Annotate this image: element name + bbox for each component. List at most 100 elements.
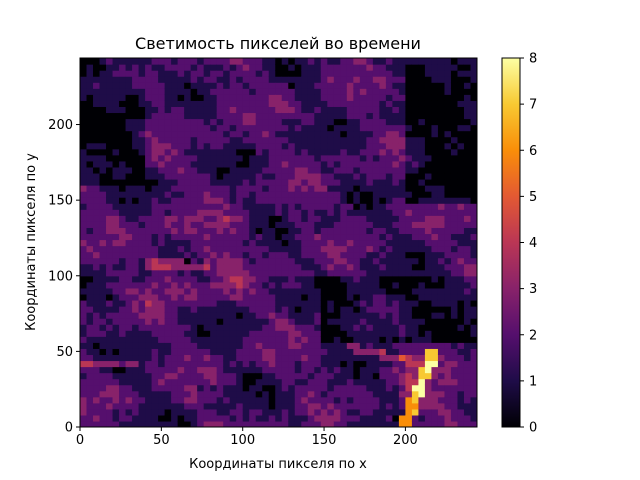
heatmap-cell bbox=[223, 263, 231, 271]
heatmap-cell bbox=[424, 203, 433, 210]
heatmap-cell bbox=[457, 166, 465, 174]
heatmap-cell bbox=[314, 324, 322, 331]
heatmap-cell bbox=[437, 348, 446, 356]
heatmap-cell bbox=[112, 324, 120, 331]
heatmap-cell bbox=[119, 293, 127, 301]
heatmap-cell bbox=[119, 172, 127, 180]
heatmap-cell bbox=[268, 178, 276, 186]
heatmap-cell bbox=[411, 178, 420, 186]
heatmap-cell bbox=[424, 130, 433, 138]
heatmap-cell bbox=[457, 70, 465, 77]
heatmap-cell bbox=[164, 354, 172, 362]
heatmap-cell bbox=[93, 318, 101, 325]
heatmap-cell bbox=[255, 185, 263, 192]
heatmap-cell bbox=[249, 197, 257, 204]
heatmap-cell bbox=[86, 251, 94, 259]
heatmap-cell bbox=[437, 203, 446, 210]
heatmap-cell bbox=[431, 106, 439, 114]
heatmap-cell bbox=[145, 112, 153, 120]
heatmap-cell bbox=[281, 76, 289, 83]
heatmap-cell bbox=[327, 209, 335, 216]
heatmap-cell bbox=[470, 299, 477, 307]
heatmap-cell bbox=[262, 58, 270, 65]
heatmap-cell bbox=[398, 70, 407, 77]
heatmap-cell bbox=[151, 160, 159, 168]
heatmap-cell bbox=[184, 197, 192, 204]
heatmap-cell bbox=[223, 142, 231, 150]
heatmap-cell bbox=[145, 148, 153, 156]
heatmap-cell bbox=[450, 227, 459, 235]
heatmap-cell bbox=[385, 263, 393, 271]
heatmap-cell bbox=[379, 372, 387, 380]
heatmap-cell bbox=[457, 269, 465, 277]
heatmap-cell bbox=[80, 166, 88, 174]
heatmap-cell bbox=[385, 312, 393, 319]
heatmap-cell bbox=[262, 306, 270, 313]
heatmap-cell bbox=[203, 70, 211, 77]
heatmap-cell bbox=[470, 130, 477, 138]
heatmap-cell bbox=[281, 185, 289, 192]
heatmap-cell bbox=[327, 124, 335, 132]
heatmap-cell bbox=[470, 239, 477, 247]
heatmap-cell bbox=[210, 124, 218, 132]
heatmap-cell bbox=[210, 402, 218, 410]
heatmap-cell bbox=[197, 287, 205, 295]
heatmap-cell bbox=[197, 112, 205, 120]
heatmap-cell bbox=[392, 178, 400, 186]
heatmap-cell bbox=[431, 396, 439, 404]
heatmap-cell bbox=[151, 299, 159, 307]
heatmap-cell bbox=[203, 312, 211, 319]
heatmap-cell bbox=[418, 263, 426, 271]
heatmap-cell bbox=[190, 348, 198, 356]
heatmap-cell bbox=[411, 203, 420, 210]
heatmap-cell bbox=[151, 287, 159, 295]
heatmap-cell bbox=[470, 275, 477, 283]
heatmap-cell bbox=[327, 336, 335, 343]
heatmap-cell bbox=[138, 203, 146, 210]
heatmap-cell bbox=[450, 330, 459, 337]
heatmap-cell bbox=[249, 233, 257, 241]
heatmap-cell bbox=[125, 112, 133, 120]
heatmap-cell bbox=[190, 142, 198, 150]
heatmap-cell bbox=[346, 306, 354, 313]
heatmap-cell bbox=[307, 408, 315, 416]
heatmap-cell bbox=[327, 330, 335, 337]
heatmap-cell bbox=[320, 221, 328, 228]
heatmap-cell bbox=[457, 239, 465, 247]
heatmap-cell bbox=[294, 390, 302, 398]
heatmap-cell bbox=[379, 58, 387, 65]
heatmap-cell bbox=[379, 64, 387, 71]
heatmap-cell bbox=[398, 233, 407, 241]
heatmap-cell bbox=[366, 124, 374, 132]
heatmap-cell bbox=[255, 166, 263, 174]
heatmap-cell bbox=[392, 257, 400, 265]
heatmap-cell bbox=[203, 154, 211, 162]
heatmap-cell bbox=[132, 178, 140, 186]
heatmap-cell bbox=[190, 166, 198, 174]
heatmap-cell bbox=[301, 306, 309, 313]
heatmap-cell bbox=[177, 330, 185, 337]
heatmap-cell bbox=[99, 100, 107, 107]
heatmap-cell bbox=[158, 64, 166, 71]
heatmap-cell bbox=[177, 384, 185, 392]
heatmap-cell bbox=[119, 408, 127, 416]
heatmap-cell bbox=[431, 251, 439, 259]
heatmap-cell bbox=[457, 197, 465, 204]
heatmap-cell bbox=[119, 251, 127, 259]
heatmap-cell bbox=[229, 197, 237, 204]
heatmap-cell bbox=[398, 348, 407, 356]
heatmap-cell bbox=[327, 178, 335, 186]
heatmap-cell bbox=[288, 390, 296, 398]
heatmap-cell bbox=[418, 82, 426, 89]
heatmap-cell bbox=[255, 203, 263, 210]
heatmap-cell bbox=[262, 245, 270, 253]
heatmap-cell bbox=[281, 402, 289, 410]
heatmap-cell bbox=[437, 124, 446, 132]
heatmap-cell bbox=[99, 318, 107, 325]
heatmap-cell bbox=[80, 299, 88, 307]
heatmap-cell bbox=[190, 420, 198, 427]
heatmap-cell bbox=[320, 281, 328, 289]
heatmap-cell bbox=[184, 76, 192, 83]
heatmap-cell bbox=[301, 94, 309, 101]
heatmap-cell bbox=[164, 148, 172, 156]
